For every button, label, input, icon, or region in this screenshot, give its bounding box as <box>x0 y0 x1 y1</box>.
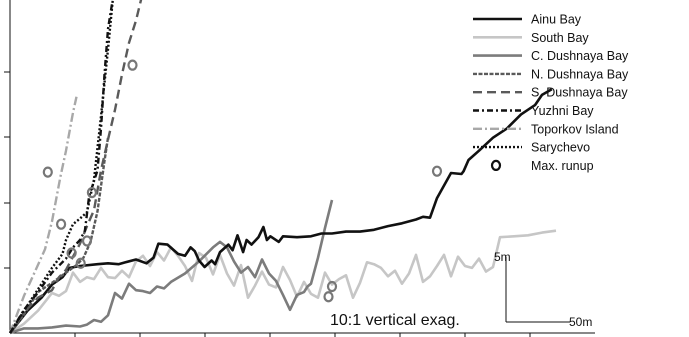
legend-label-max-runup: Max. runup <box>531 159 594 173</box>
legend-label-south-bay: South Bay <box>531 31 589 45</box>
max-runup-marker-9 <box>42 166 53 178</box>
series-line-toporkov-island <box>8 96 78 334</box>
series-line-c-dushnaya-bay <box>9 199 334 335</box>
max-runup-marker-5 <box>75 257 86 269</box>
axes <box>4 0 595 337</box>
max-runup-marker-3 <box>323 291 334 303</box>
legend: Ainu Bay South Bay C. Dushnaya Bay N. Dushn… <box>473 13 629 173</box>
scale-bar: 5m 50m <box>494 250 592 329</box>
series-line-n-dushnaya-bay <box>9 137 110 334</box>
series-line-ainu-bay <box>8 88 553 334</box>
legend-label-toporkov-island: Toporkov Island <box>531 122 619 136</box>
max-runup-marker-1 <box>431 165 443 177</box>
series-line-south-bay <box>9 229 557 335</box>
legend-label-ainu-bay: Ainu Bay <box>531 13 582 27</box>
legend-label-n-dushnaya-bay: N. Dushnaya Bay <box>531 67 629 81</box>
series-line-s-dushnaya-bay <box>9 0 143 334</box>
legend-swatch-max-runup <box>490 159 502 171</box>
max-runup-marker-10 <box>127 59 138 71</box>
max-runup-marker-7 <box>55 218 67 230</box>
max-runup-marker-6 <box>66 247 77 259</box>
legend-label-s-dushnaya-bay: S. Dushnaya Bay <box>531 86 628 100</box>
axis-ticks <box>4 71 531 337</box>
legend-label-c-dushnaya-bay: C. Dushnaya Bay <box>531 49 629 63</box>
vertical-exaggeration-note: 10:1 vertical exag. <box>330 312 460 329</box>
series-line-yuzhni-bay <box>8 2 114 334</box>
scale-bar-horizontal-label: 50m <box>569 315 592 329</box>
max-runup-marker-2 <box>326 280 338 293</box>
max-runup-marker-4 <box>81 235 93 247</box>
max-runup-markers <box>42 59 443 303</box>
series-layer <box>8 0 557 335</box>
scale-bar-vertical-label: 5m <box>494 250 511 264</box>
max-runup-marker-8 <box>86 186 98 199</box>
legend-label-yuzhni-bay: Yuzhni Bay <box>531 104 594 118</box>
legend-label-sarychevo: Sarychevo <box>531 141 590 155</box>
